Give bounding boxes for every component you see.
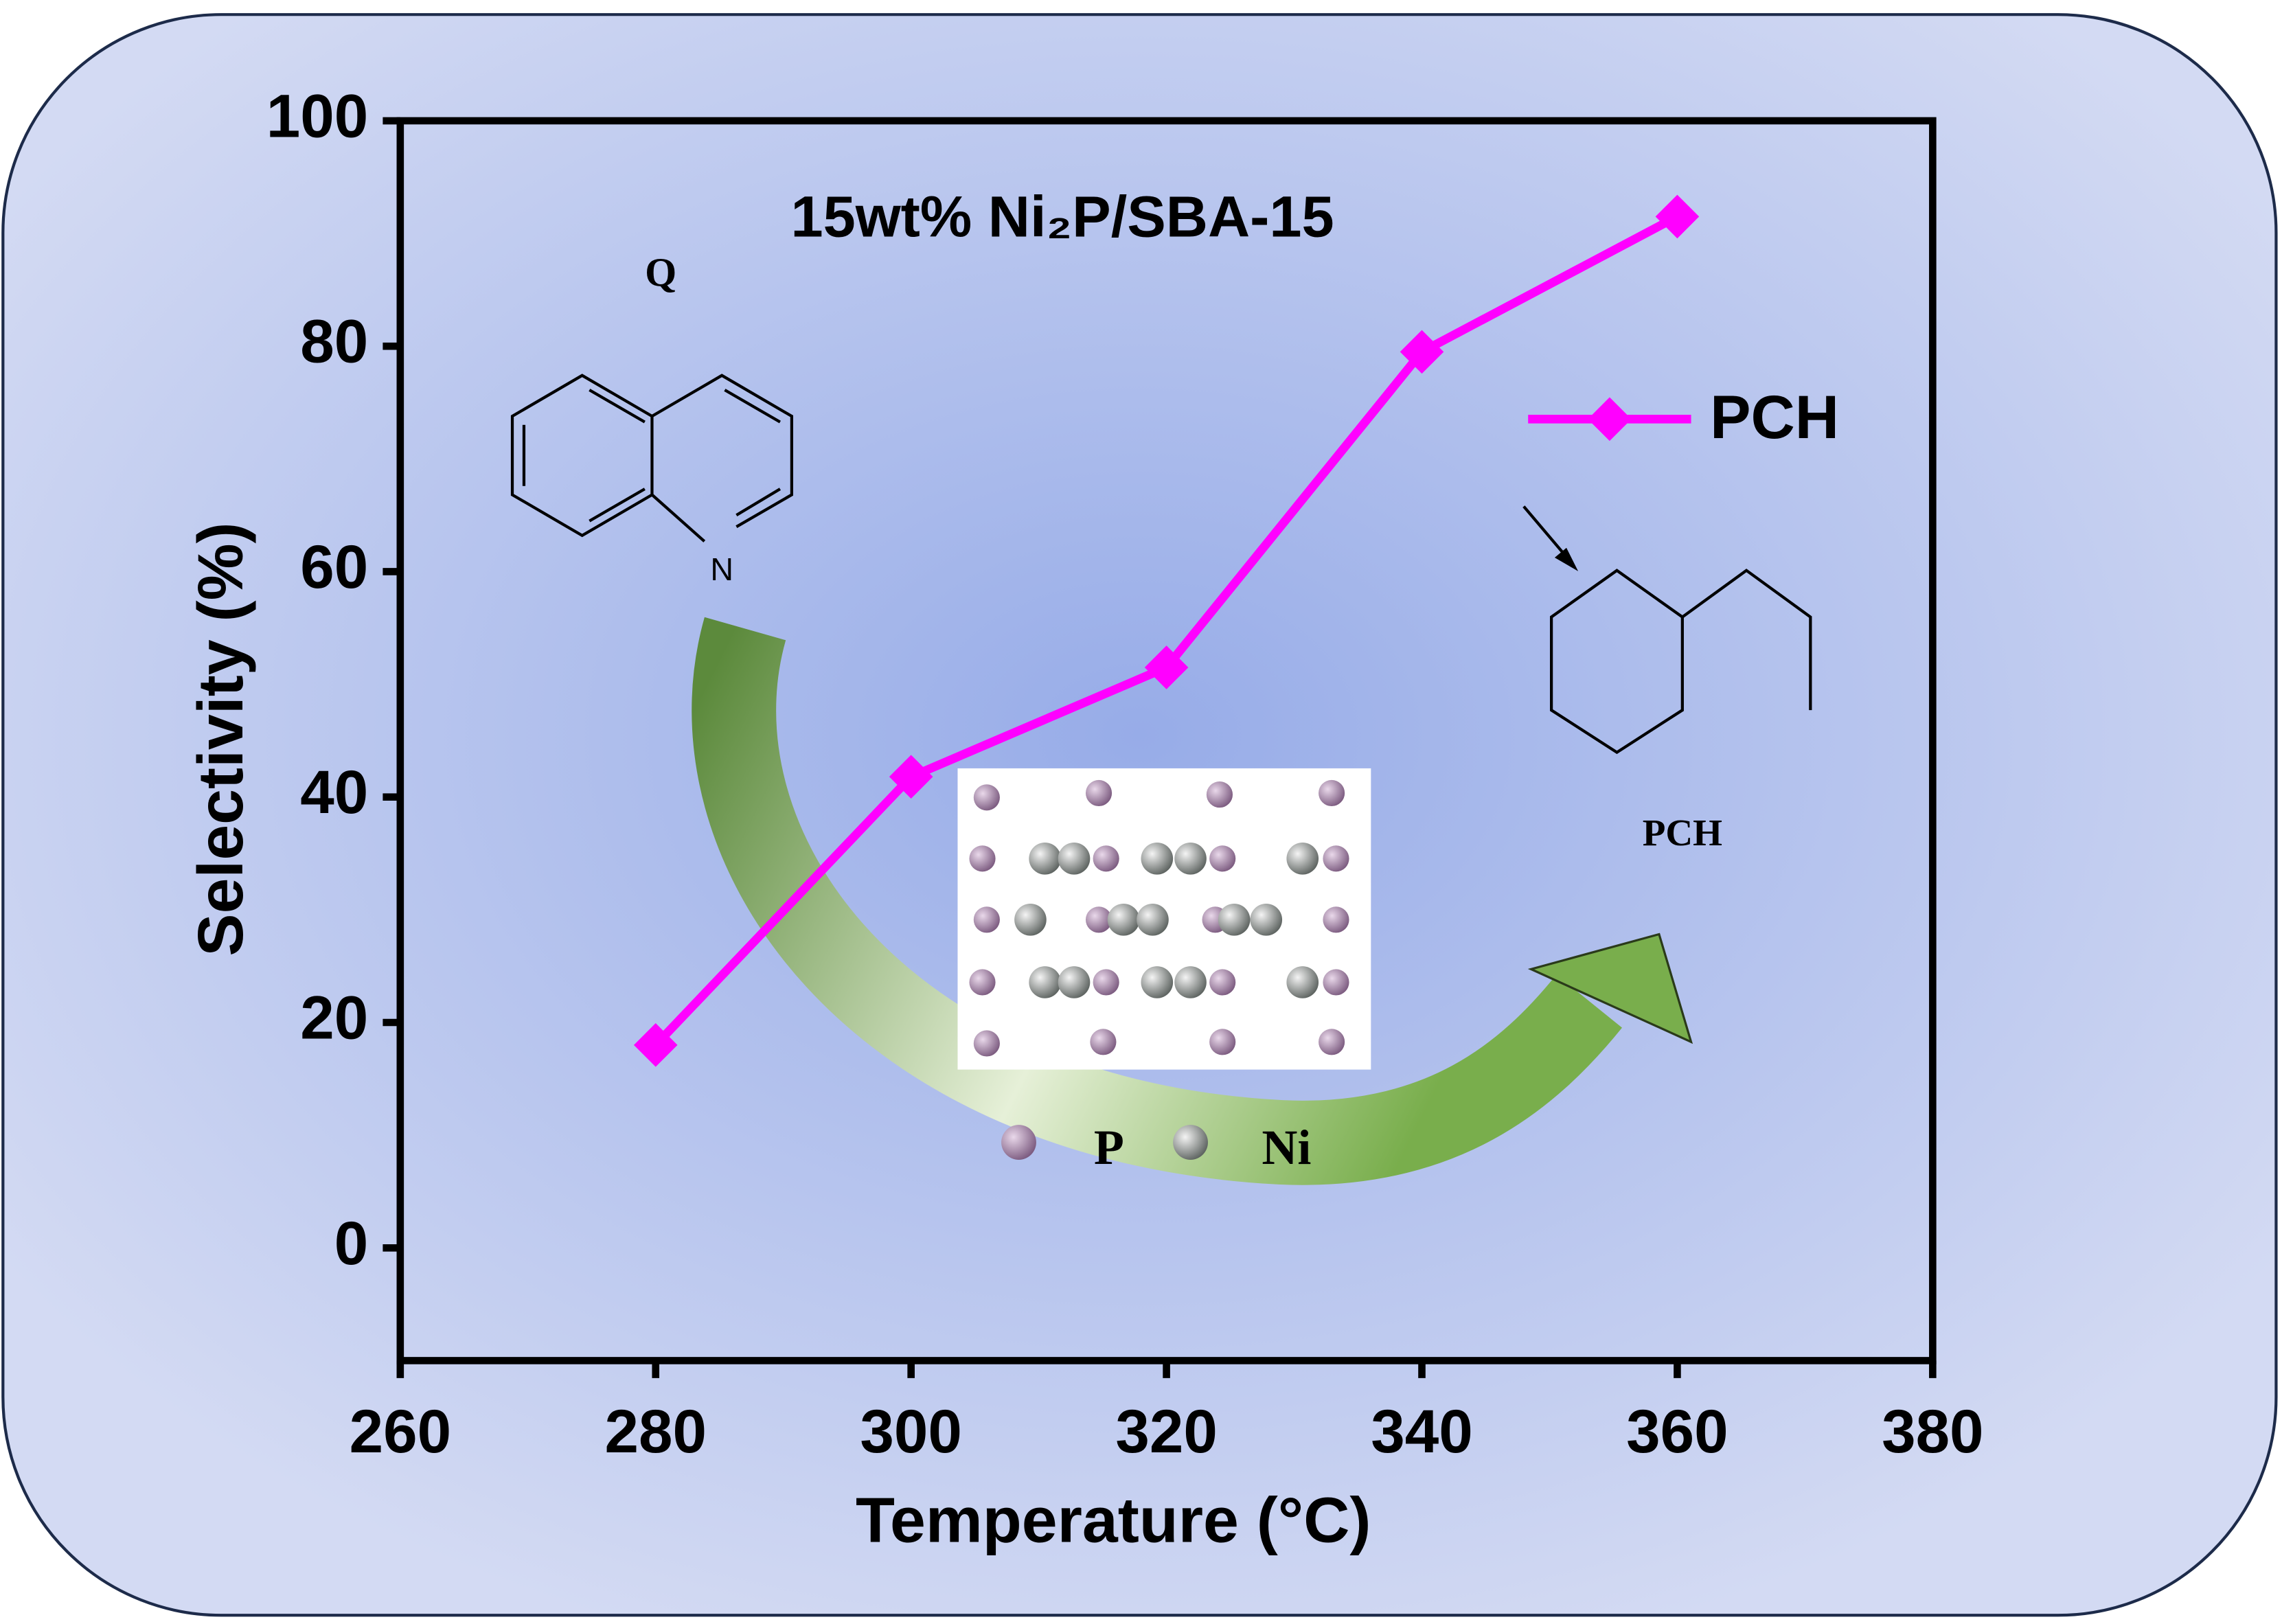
ni-atom [1286, 966, 1319, 998]
p-atom [973, 906, 1000, 933]
y-tick-label: 40 [300, 757, 368, 826]
data-point [1144, 645, 1189, 689]
legend-sphere [1001, 1125, 1036, 1160]
p-atom [969, 969, 996, 996]
p-atom [969, 845, 996, 872]
y-tick-label: 0 [334, 1209, 368, 1277]
x-tick-label: 380 [1882, 1397, 1984, 1465]
y-tick-label: 80 [300, 307, 368, 376]
p-atom [1093, 845, 1119, 872]
legend-label: PCH [1710, 382, 1839, 451]
ni-atom [1174, 843, 1207, 875]
p-atom [1323, 906, 1349, 933]
legend-sphere [1173, 1125, 1208, 1160]
y-tick-label: 60 [300, 532, 368, 601]
arrow-head [1527, 933, 1693, 1044]
ni-atom [1137, 904, 1169, 936]
ni-atom [1218, 904, 1251, 936]
ni-atom [1058, 843, 1091, 875]
ni-atom [1014, 904, 1047, 936]
x-tick-label: 300 [860, 1397, 962, 1465]
annotation: PCH [1643, 812, 1722, 854]
atom-label: N [710, 551, 733, 587]
ni-atom [1141, 966, 1174, 998]
x-tick-label: 280 [605, 1397, 707, 1465]
p-atom [1085, 906, 1113, 933]
p-atom [973, 784, 1000, 811]
ni-atom [1107, 904, 1140, 936]
ni-atom [1029, 843, 1061, 875]
p-atom [973, 1030, 1000, 1057]
ni-atom [1029, 966, 1061, 998]
p-atom [1319, 1029, 1345, 1055]
ni-atom [1286, 843, 1319, 875]
x-tick-label: 340 [1371, 1397, 1472, 1465]
p-atom [1323, 845, 1349, 872]
y-tick-label: 20 [300, 983, 368, 1052]
p-atom [1323, 969, 1349, 996]
p-atom [1209, 969, 1236, 996]
ni-atom [1174, 966, 1207, 998]
quinoline-structure [510, 374, 794, 542]
y-tick-label: 100 [266, 81, 368, 150]
annotation: P [1094, 1120, 1124, 1175]
ni-atom [1058, 966, 1091, 998]
chart-title: 15wt% Ni₂P/SBA-15 [790, 184, 1334, 249]
ni-atom [1250, 904, 1283, 936]
p-atom [1090, 1029, 1117, 1055]
data-point [633, 1023, 678, 1067]
data-point [1655, 194, 1700, 239]
p-atom [1206, 781, 1233, 808]
p-atom [1085, 779, 1113, 807]
annotation: Ni [1262, 1120, 1311, 1175]
ni-atom [1141, 843, 1174, 875]
x-tick-label: 260 [350, 1397, 452, 1465]
y-axis-title: Selectivity (%) [185, 522, 256, 956]
x-tick-label: 320 [1115, 1397, 1217, 1465]
p-atom [1093, 969, 1119, 996]
p-atom [1209, 1029, 1236, 1055]
crystal-structure [969, 779, 1349, 1057]
p-atom [1319, 779, 1345, 807]
pch-structure [1522, 505, 1812, 755]
reaction-arrow [692, 617, 1623, 1185]
p-atom [1209, 845, 1236, 872]
x-tick-label: 360 [1626, 1397, 1728, 1465]
annotation: Q [645, 249, 676, 295]
x-axis-title: Temperature (°C) [856, 1485, 1371, 1556]
